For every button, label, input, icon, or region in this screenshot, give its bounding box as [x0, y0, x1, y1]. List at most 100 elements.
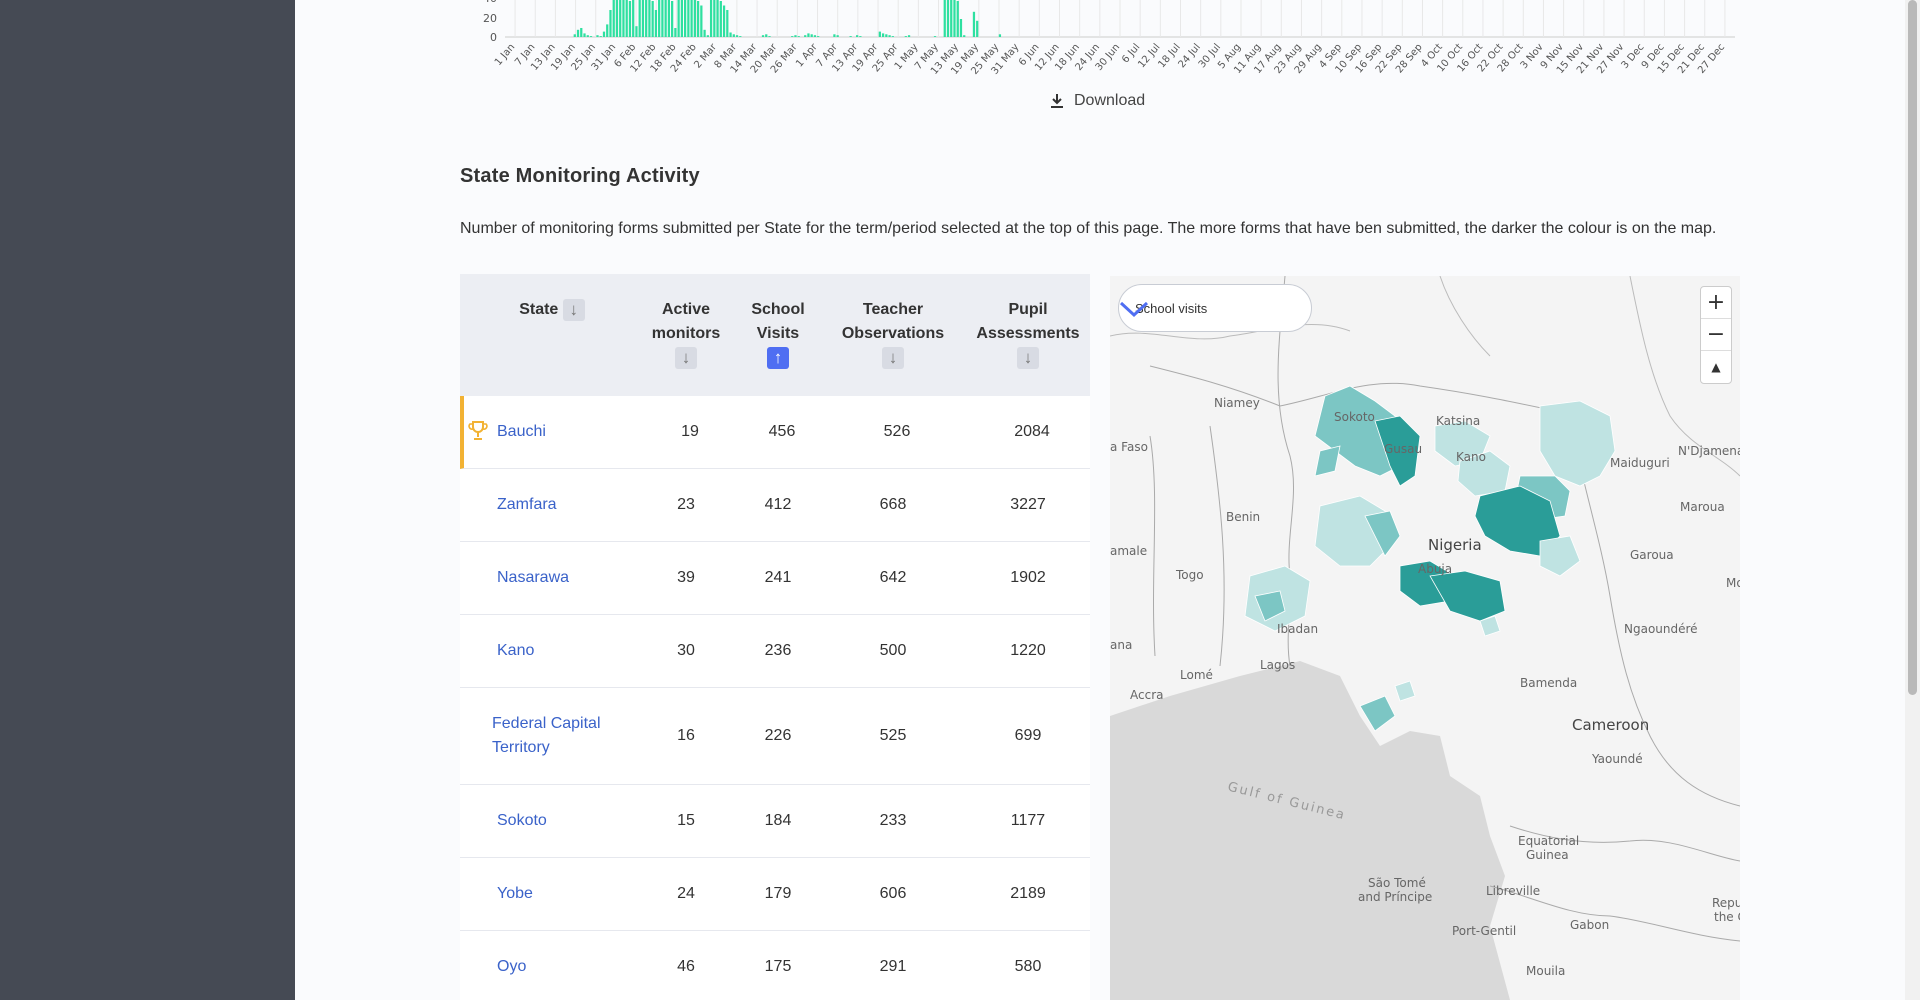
y-tick-label: 40	[483, 0, 497, 5]
region-kaduna-south[interactable]	[1364, 510, 1401, 557]
cell-active-monitors: 19	[681, 423, 699, 440]
map-canvas	[1110, 276, 1740, 1000]
reset-north-button[interactable]: ▲	[1711, 360, 1721, 374]
map-metric-select[interactable]: School visits	[1118, 284, 1312, 332]
region-abia[interactable]	[1394, 680, 1416, 702]
col-school-visits: School Visits ↑	[738, 298, 818, 370]
region-osun[interactable]	[1254, 590, 1286, 622]
state-link-zamfara[interactable]: Zamfara	[497, 496, 557, 513]
region-kebbi[interactable]	[1314, 445, 1341, 477]
sea-area	[1110, 661, 1510, 1000]
chart-bar	[602, 31, 606, 37]
cell-pupil-assessments: 3227	[1010, 496, 1046, 513]
scrollbar[interactable]	[1905, 0, 1920, 1000]
sort-state-button[interactable]: ↓	[562, 298, 585, 321]
cell-active-monitors: 15	[677, 812, 695, 829]
cell-teacher-observations: 291	[879, 958, 907, 975]
chart-bar	[904, 36, 907, 37]
cell-school-visits: 175	[764, 958, 792, 975]
scrollbar-thumb[interactable]	[1908, 0, 1917, 695]
state-link-yobe[interactable]: Yobe	[497, 885, 533, 902]
cell-pupil-assessments: 2189	[1010, 885, 1046, 902]
state-link-fct[interactable]: Federal Capital Territory	[492, 715, 601, 756]
map-label-maiduguri: Maiduguri	[1610, 456, 1670, 470]
download-button[interactable]: Download	[1048, 92, 1145, 110]
zoom-out-button[interactable]: −	[1701, 319, 1731, 351]
sort-pupil-assessments-button[interactable]: ↓	[1017, 346, 1039, 369]
cell-pupil-assessments: 1177	[1010, 812, 1046, 829]
chart-bar	[635, 26, 638, 37]
col-state: State ↓	[502, 298, 602, 322]
cell-teacher-observations: 668	[879, 496, 907, 513]
cell-teacher-observations: 606	[879, 885, 907, 902]
border-line	[1110, 324, 1351, 340]
state-map[interactable]: Niamey a Faso Benin amale Togo ana Lomé …	[1110, 276, 1740, 1000]
cell-school-visits: 241	[764, 569, 792, 586]
cell-teacher-observations: 526	[883, 423, 911, 440]
chart-bar	[813, 35, 817, 37]
region-rivers[interactable]	[1359, 695, 1396, 732]
chart-bar	[641, 0, 645, 37]
chart-bar	[661, 0, 664, 38]
region-gombe[interactable]	[1539, 535, 1581, 577]
region-zamfara[interactable]	[1374, 415, 1421, 487]
map-label-abuja: Abuja	[1418, 562, 1453, 576]
sort-active-monitors-button[interactable]: ↓	[675, 346, 697, 369]
cell-school-visits: 179	[764, 885, 792, 902]
chart-bar	[849, 36, 852, 37]
map-label-yaounde: Yaoundé	[1592, 752, 1643, 766]
region-kaduna[interactable]	[1314, 495, 1391, 567]
state-link-oyo[interactable]: Oyo	[497, 958, 527, 975]
chart-bar	[628, 1, 632, 37]
chart-bar	[703, 29, 706, 37]
chart-bar	[658, 0, 661, 37]
sort-teacher-observations-button[interactable]: ↓	[882, 346, 904, 369]
col-active-monitors-l2: monitors	[651, 325, 721, 342]
chart-bar	[700, 5, 703, 37]
chart-bar	[573, 34, 576, 37]
y-tick-label: 0	[490, 31, 497, 44]
cell-active-monitors: 16	[677, 727, 695, 744]
chart-bar	[619, 0, 622, 37]
chart-bar	[807, 33, 810, 37]
chevron-down-icon	[1119, 301, 1149, 318]
chart-bar	[693, 0, 696, 37]
table-row: Federal Capital Territory 16 226 525 699	[460, 688, 1090, 785]
chart-bar	[612, 0, 615, 38]
col-teacher-observations-l2: Observations	[841, 325, 945, 342]
map-label-libreville: Libreville	[1486, 884, 1541, 898]
chart-bar	[891, 36, 894, 37]
border-line	[1439, 276, 1491, 357]
state-link-nasarawa[interactable]: Nasarawa	[497, 569, 570, 586]
chart-bar	[719, 1, 722, 37]
chart-bar	[804, 35, 807, 37]
chart-bar	[687, 0, 690, 37]
col-state-label: State	[519, 301, 559, 318]
chart-bar	[797, 36, 800, 37]
region-yobe[interactable]	[1539, 400, 1616, 487]
table-row: Sokoto 15 184 233 1177	[460, 785, 1090, 858]
border-line	[1629, 276, 1740, 477]
chart-bar	[878, 31, 881, 37]
chart-bar	[998, 34, 1002, 37]
state-link-kano[interactable]: Kano	[497, 642, 535, 659]
cell-active-monitors: 46	[677, 958, 695, 975]
col-active-monitors: Active monitors ↓	[638, 298, 734, 370]
cell-school-visits: 412	[764, 496, 792, 513]
zoom-in-button[interactable]: +	[1701, 287, 1731, 319]
state-link-bauchi[interactable]: Bauchi	[497, 423, 546, 440]
col-pupil-assessments: Pupil Assessments ↓	[970, 298, 1086, 370]
map-label-mo: Mo	[1726, 576, 1740, 590]
table-row: Kano 30 236 500 1220	[460, 615, 1090, 688]
cell-school-visits: 456	[768, 423, 796, 440]
sort-school-visits-button[interactable]: ↑	[767, 346, 789, 369]
table-header: State ↓ Active monitors ↓ School Visits …	[460, 274, 1090, 396]
chart-bar	[709, 0, 713, 38]
chart-bar	[680, 0, 683, 38]
state-link-sokoto[interactable]: Sokoto	[497, 812, 547, 829]
chart-bar	[683, 0, 687, 37]
cell-teacher-observations: 525	[879, 727, 907, 744]
region-benue[interactable]	[1479, 615, 1501, 637]
region-nasarawa[interactable]	[1429, 570, 1506, 622]
map-label-lagos: Lagos	[1260, 658, 1296, 672]
